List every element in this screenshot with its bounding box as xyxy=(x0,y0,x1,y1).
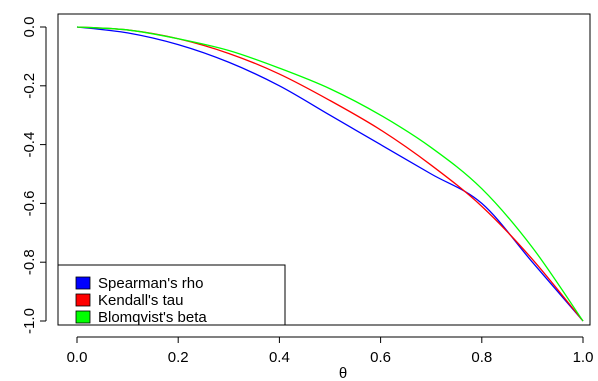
y-tick-label: -0.2 xyxy=(21,73,38,99)
legend-swatch-1 xyxy=(75,293,91,307)
x-axis: 0.0 0.2 0.4 0.6 0.8 1.0 xyxy=(67,336,594,366)
x-tick-label: 0.2 xyxy=(168,349,189,366)
y-tick-label: -0.8 xyxy=(21,249,38,275)
y-tick-label: -0.4 xyxy=(21,132,38,158)
x-tick-label: 0.6 xyxy=(370,349,391,366)
series-line-0 xyxy=(76,26,584,322)
legend-label-2: Blomqvist's beta xyxy=(98,309,207,326)
series-line-2 xyxy=(76,26,584,322)
series-group xyxy=(76,26,584,322)
x-tick-label: 0.0 xyxy=(67,349,88,366)
y-axis: 0.0 -0.2 -0.4 -0.6 -0.8 -1.0 xyxy=(21,17,47,334)
legend-box xyxy=(57,264,286,326)
x-tick-label: 1.0 xyxy=(573,349,594,366)
y-tick-label: -0.6 xyxy=(21,190,38,216)
y-tick-label: 0.0 xyxy=(21,17,38,38)
plot-frame xyxy=(57,13,591,326)
legend-label-0: Spearman's rho xyxy=(98,275,203,292)
x-tick-label: 0.4 xyxy=(269,349,290,366)
x-axis-label: θ xyxy=(339,365,347,381)
legend-swatch-0 xyxy=(75,276,91,290)
y-tick-label: -1.0 xyxy=(21,308,38,334)
legend-swatch-2 xyxy=(75,310,91,324)
x-tick-label: 0.8 xyxy=(471,349,492,366)
legend-label-1: Kendall's tau xyxy=(98,292,183,309)
